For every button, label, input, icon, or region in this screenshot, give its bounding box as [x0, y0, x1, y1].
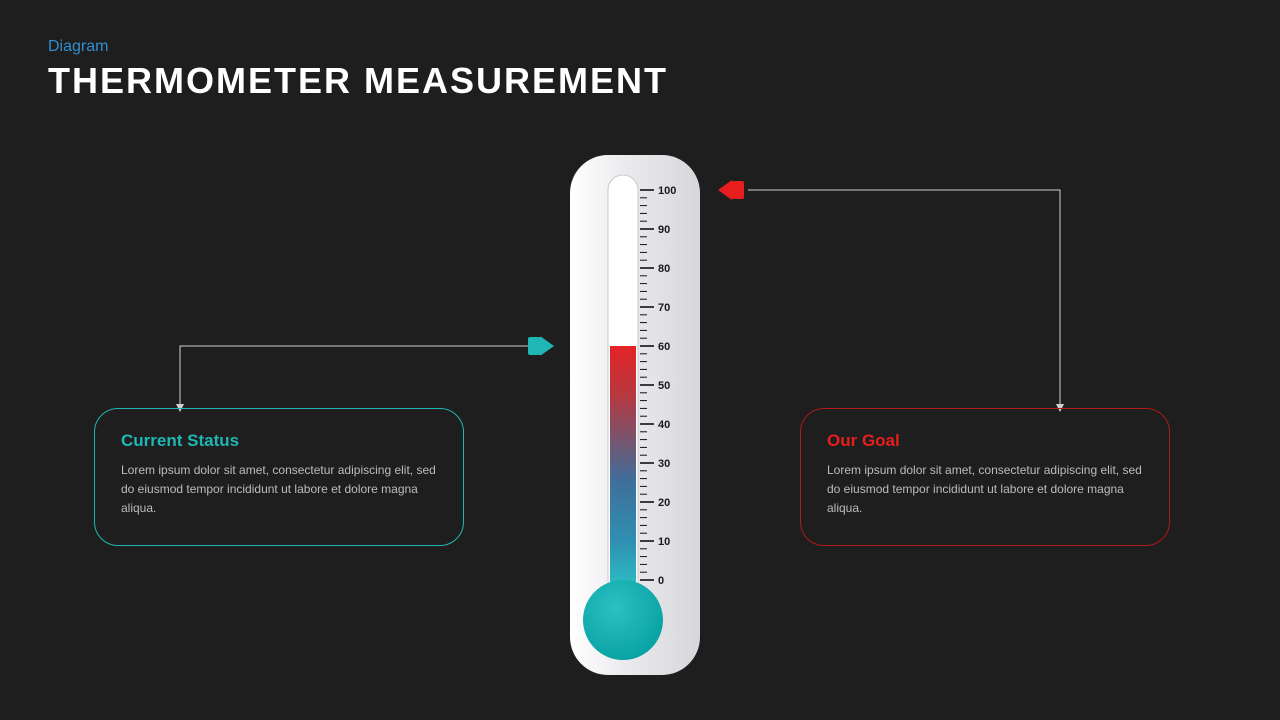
current-status-title: Current Status: [121, 431, 437, 451]
svg-text:30: 30: [658, 458, 670, 470]
goal-indicator-tail: [731, 181, 744, 199]
svg-text:50: 50: [658, 380, 670, 392]
current-status-indicator: [540, 336, 554, 356]
svg-text:90: 90: [658, 224, 670, 236]
svg-text:70: 70: [658, 302, 670, 314]
current-status-body: Lorem ipsum dolor sit amet, consectetur …: [121, 461, 437, 519]
svg-text:100: 100: [658, 185, 676, 197]
current-status-callout: Current Status Lorem ipsum dolor sit ame…: [94, 408, 464, 546]
svg-text:80: 80: [658, 263, 670, 275]
svg-text:60: 60: [658, 341, 670, 353]
current-status-indicator-tail: [528, 337, 541, 355]
goal-indicator: [718, 180, 732, 200]
page-title: THERMOMETER MEASUREMENT: [48, 60, 668, 102]
page-subtitle: Diagram: [48, 38, 108, 56]
svg-text:0: 0: [658, 575, 664, 587]
thermometer: 0 10 20 30 40 50 60 70 80 90 100: [560, 150, 710, 680]
goal-callout: Our Goal Lorem ipsum dolor sit amet, con…: [800, 408, 1170, 546]
svg-text:40: 40: [658, 419, 670, 431]
goal-title: Our Goal: [827, 431, 1143, 451]
svg-text:10: 10: [658, 536, 670, 548]
goal-body: Lorem ipsum dolor sit amet, consectetur …: [827, 461, 1143, 519]
svg-text:20: 20: [658, 497, 670, 509]
